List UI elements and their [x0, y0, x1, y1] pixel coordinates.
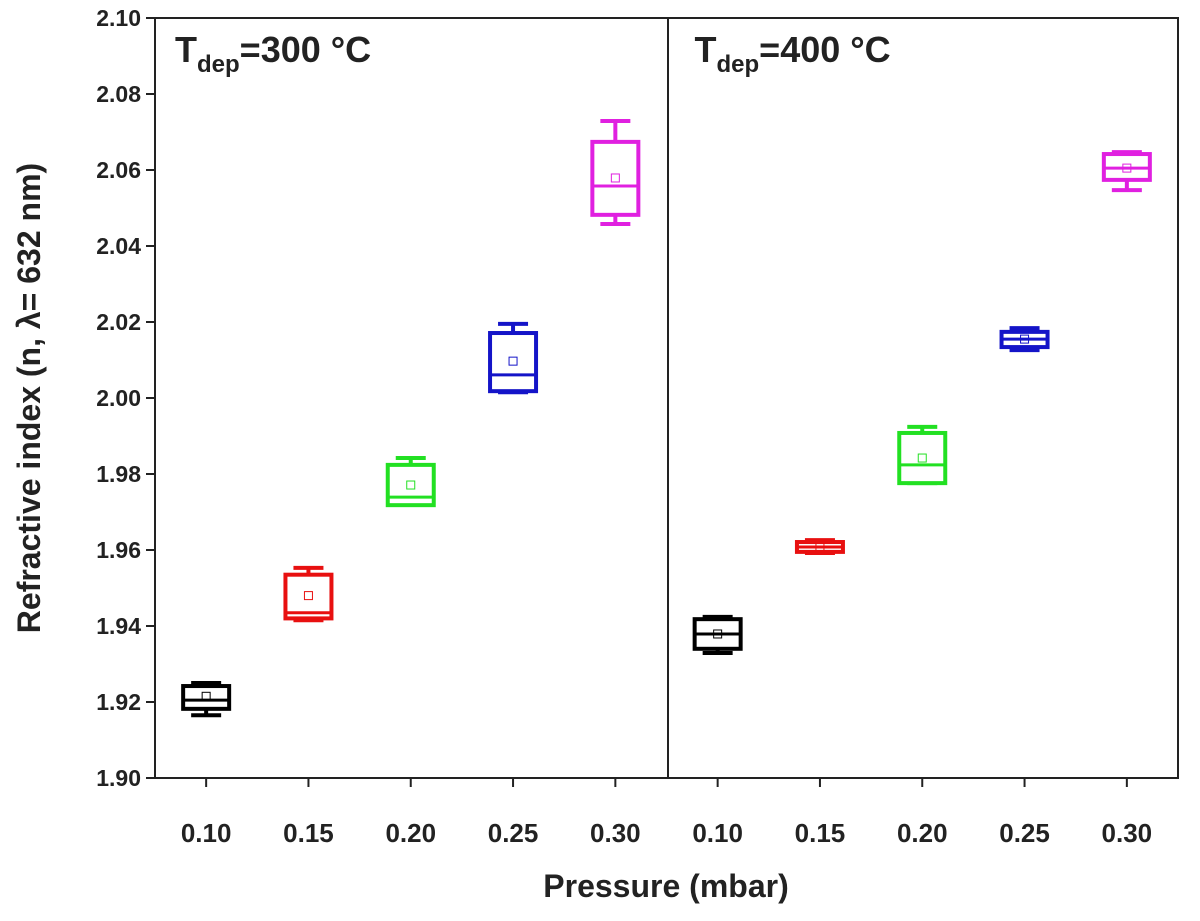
box-body — [897, 430, 948, 486]
mean-marker — [1020, 334, 1030, 344]
mean-marker — [917, 453, 927, 463]
panel-title-sub: dep — [197, 51, 240, 78]
box-body — [385, 462, 436, 508]
box — [794, 538, 845, 556]
box-body — [590, 139, 641, 217]
x-tick-label: 0.10 — [692, 818, 743, 848]
panel-title-rest: =300 °C — [240, 29, 371, 70]
mean-marker — [713, 629, 723, 639]
x-tick-label: 0.15 — [283, 818, 334, 848]
panel-title: Tdep=300 °C — [175, 29, 371, 78]
y-tick-label: 2.10 — [96, 5, 141, 31]
x-axis-label: Pressure (mbar) — [543, 868, 788, 904]
box — [897, 424, 948, 486]
y-tick-label: 1.98 — [96, 461, 141, 487]
panel-title: Tdep=400 °C — [695, 29, 891, 78]
box — [1101, 150, 1152, 193]
panel-title-rest: =400 °C — [759, 29, 890, 70]
x-tick-label: 0.30 — [590, 818, 641, 848]
x-tick-label: 0.15 — [795, 818, 846, 848]
x-tick-label: 0.20 — [385, 818, 436, 848]
x-tick-label: 0.10 — [181, 818, 232, 848]
y-tick-label: 2.04 — [96, 233, 141, 259]
box — [999, 326, 1050, 353]
box-body — [283, 572, 334, 621]
box — [488, 321, 539, 395]
plot-frame — [154, 17, 1179, 779]
x-tick-label: 0.25 — [999, 818, 1050, 848]
panel-title-sub: dep — [717, 51, 760, 78]
x-tick-label: 0.25 — [488, 818, 539, 848]
mean-marker — [610, 173, 620, 183]
box — [692, 614, 743, 655]
box — [283, 565, 334, 623]
y-tick-label: 2.08 — [96, 81, 141, 107]
y-tick-label: 1.92 — [96, 689, 141, 715]
panel-title-main: T — [695, 29, 717, 70]
box-body — [181, 684, 232, 711]
y-axis-label: Refractive index (n, λ= 632 nm) — [11, 163, 47, 633]
y-tick-label: 2.02 — [96, 309, 141, 335]
y-tick-label: 2.06 — [96, 157, 141, 183]
y-tick-label: 2.00 — [96, 385, 141, 411]
mean-marker — [508, 356, 518, 366]
box — [181, 681, 232, 718]
box — [385, 456, 436, 508]
y-tick-label: 1.96 — [96, 537, 141, 563]
x-tick-label: 0.30 — [1102, 818, 1153, 848]
x-tick-label: 0.20 — [897, 818, 948, 848]
mean-marker — [303, 591, 313, 601]
panel-title-main: T — [175, 29, 197, 70]
box — [590, 118, 641, 226]
y-tick-label: 1.90 — [96, 765, 141, 791]
box-body — [488, 331, 539, 394]
y-tick-label: 1.94 — [96, 613, 141, 639]
mean-marker — [815, 542, 825, 552]
mean-marker — [201, 691, 211, 701]
mean-marker — [406, 480, 416, 490]
mean-marker — [1122, 163, 1132, 173]
